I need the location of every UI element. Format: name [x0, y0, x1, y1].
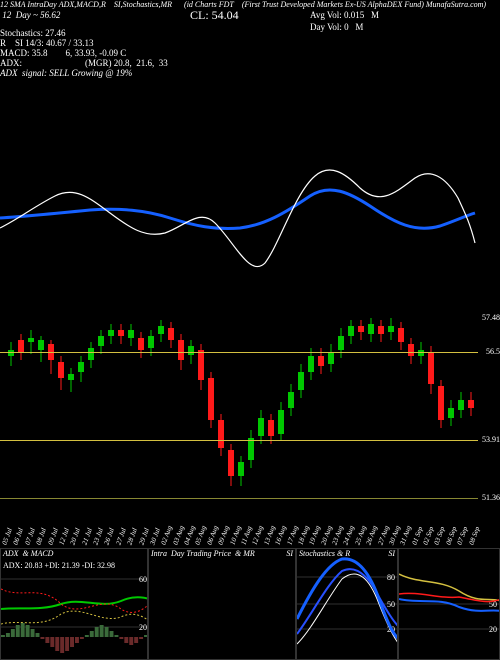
adx-macd-panel: ADX & MACD ADX: 20.83 +DI: 21.39 -DI: 32…: [0, 548, 148, 660]
x-axis: 05 Jul06 Jul07 Jul08 Jul09 Jul12 Jul20 J…: [0, 516, 478, 546]
sma-overlay-chart: [0, 78, 478, 298]
indicator-panels: ADX & MACD ADX: 20.83 +DI: 21.39 -DI: 32…: [0, 548, 500, 660]
candlestick-chart: 57.4856.553.9151.36: [0, 300, 478, 510]
adx-readout: ADX: 20.83 +DI: 21.39 -DI: 32.98: [3, 561, 115, 570]
rsi-panel: 2050: [398, 548, 500, 660]
stochastics-value: Stochastics: 27.46: [0, 28, 66, 38]
svg-text:60: 60: [139, 575, 147, 584]
header-indicators: 12 SMA IntraDay ADX,MACD,R SI,Stochastic…: [0, 0, 486, 9]
panel-title: ADX & MACD: [3, 549, 53, 558]
adx-signal: ADX signal: SELL Growing @ 19%: [0, 68, 132, 78]
svg-text:50: 50: [387, 600, 395, 609]
sma-period: 12 Day ~ 56.62: [0, 10, 60, 20]
stochastics-panel: Stochastics & RSI 205080: [296, 548, 398, 660]
adx-value: ADX: (MGR) 20.8, 21.6, 33: [0, 58, 168, 68]
macd-value: MACD: 35.8 6, 33.93, -0.09 C: [0, 48, 126, 58]
panel-title: Intra Day Trading Price & MR: [151, 549, 255, 558]
day-vol: Day Vol: 0 M: [310, 22, 363, 32]
header: 12 SMA IntraDay ADX,MACD,R SI,Stochastic…: [0, 0, 500, 78]
close-price: CL: 54.04: [190, 8, 239, 23]
svg-text:20: 20: [489, 625, 497, 634]
avg-vol: Avg Vol: 0.015 M: [310, 10, 379, 20]
svg-text:80: 80: [387, 573, 395, 582]
svg-text:20: 20: [139, 623, 147, 632]
panel-title: Stochastics & R: [299, 549, 350, 558]
rsi-value: R SI 14/3: 40.67 / 33.13: [0, 38, 94, 48]
intraday-panel: Intra Day Trading Price & MRSI: [148, 548, 296, 660]
